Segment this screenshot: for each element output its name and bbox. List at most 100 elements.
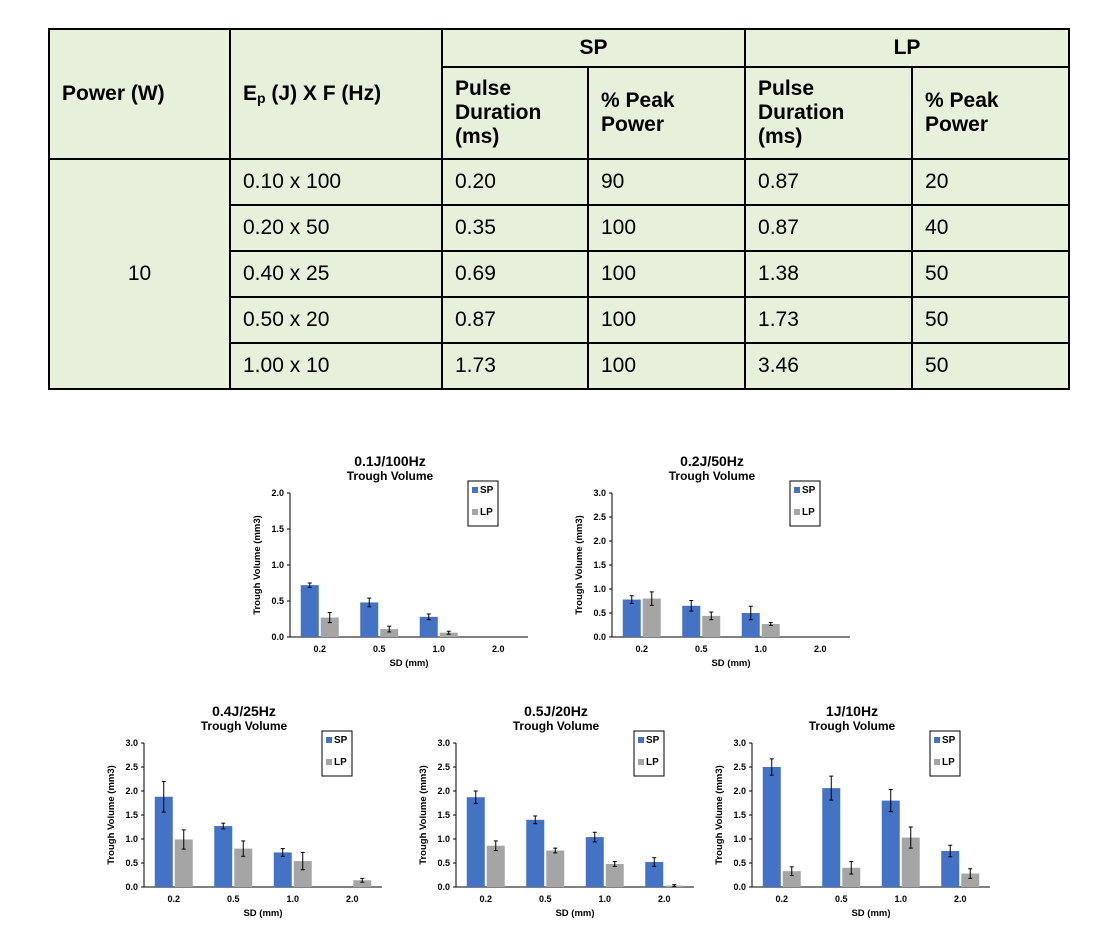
x-tick-label: 0.5 [695,644,708,654]
y-tick-label: 3.0 [733,738,746,748]
x-tick-label: 0.2 [313,644,326,654]
legend-swatch-sp [326,737,332,743]
bar-sp-0.5 [526,819,545,887]
bar-lp-1.0 [901,837,920,887]
x-axis-label: SD (mm) [243,908,282,919]
y-tick-label: 2.5 [125,762,138,772]
sp-peak-cell: 100 [586,204,747,252]
x-tick-label: 2.0 [492,644,505,654]
y-tick-label: 0.0 [593,632,606,642]
lp-pulse-cell: 3.46 [744,342,914,390]
x-tick-label: 0.5 [373,644,386,654]
y-tick-label: 1.5 [437,810,450,820]
lp-pulse-duration-header: Pulse Duration (ms) [744,66,914,160]
lp-pulse-cell: 0.87 [744,204,914,252]
lp-peak-cell: 50 [911,250,1071,298]
y-tick-label: 3.0 [437,738,450,748]
x-tick-label: 1.0 [432,644,445,654]
y-axis-label: Trough Volume (mm3) [574,515,585,615]
legend-label-sp: SP [334,735,348,746]
legend-swatch-sp [472,487,478,493]
bar-sp-1.0 [585,837,604,887]
bar-sp-0.5 [822,788,841,887]
bar-lp-0.2 [320,617,339,637]
x-axis-label: SD (mm) [851,908,890,919]
bar-sp-1.0 [881,800,900,887]
chart-title: 0.1J/100Hz [354,453,426,469]
bar-lp-0.5 [380,629,399,637]
legend-label-sp: SP [942,735,956,746]
legend-label-sp: SP [802,485,816,496]
y-axis-label: Trough Volume (mm3) [714,765,725,865]
legend-swatch-lp [794,509,800,515]
y-tick-label: 1.5 [271,524,284,534]
sp-peak-cell: 100 [586,250,747,298]
sp-pulse-cell: 0.20 [441,158,589,206]
legend-swatch-lp [472,509,478,515]
chart-title: 0.4J/25Hz [212,703,276,719]
sp-pulse-cell: 0.87 [441,296,589,344]
y-tick-label: 2.0 [125,786,138,796]
bar-lp-1.0 [293,861,312,887]
legend-label-lp: LP [646,757,659,768]
y-tick-label: 3.0 [593,488,606,498]
x-tick-label: 0.2 [635,644,648,654]
y-axis-label: Trough Volume (mm3) [418,765,429,865]
y-tick-label: 1.0 [271,560,284,570]
sp-peak-cell: 100 [586,342,747,390]
y-tick-label: 3.0 [125,738,138,748]
y-tick-label: 0.0 [271,632,284,642]
ep-cell: 0.10 x 100 [229,158,443,206]
y-tick-label: 0.5 [593,608,606,618]
bar-lp-1.0 [605,863,624,887]
ep-cell: 0.40 x 25 [229,250,443,298]
table-row: 0.20 x 50 0.35 100 0.87 40 [49,204,1071,252]
legend-label-lp: LP [334,757,347,768]
y-axis-label: Trough Volume (mm3) [106,765,117,865]
energy-frequency-header: Ep (J) X F (Hz) [229,28,443,160]
sp-pulse-cell: 0.69 [441,250,589,298]
legend-swatch-lp [934,759,940,765]
table-row: 0.40 x 25 0.69 100 1.38 50 [49,250,1071,298]
chart-subtitle: Trough Volume [809,719,896,733]
x-tick-label: 1.0 [754,644,767,654]
parameters-table: Power (W) Ep (J) X F (Hz) SP LP Pulse Dur… [48,28,1071,390]
bar-lp-0.2 [782,871,801,887]
sp-peak-cell: 100 [586,296,747,344]
bar-sp-0.5 [360,602,379,637]
y-tick-label: 1.5 [733,810,746,820]
lp-peak-cell: 50 [911,296,1071,344]
bar-sp-1.0 [419,616,438,637]
legend-swatch-sp [934,737,940,743]
chart-subtitle: Trough Volume [201,719,288,733]
bar-lp-2.0 [961,873,980,887]
legend-label-sp: SP [646,735,660,746]
legend-swatch-sp [638,737,644,743]
ep-subscript: p [257,90,266,106]
table-row: 10 0.10 x 100 0.20 90 0.87 20 [48,158,1071,390]
table-header-row: Power (W) Ep (J) X F (Hz) SP LP [48,28,1071,160]
y-tick-label: 1.0 [593,584,606,594]
bar-lp-1.0 [439,632,458,637]
legend-label-sp: SP [480,485,494,496]
x-axis-label: SD (mm) [555,908,594,919]
bar-lp-0.2 [642,598,661,637]
chart-subtitle: Trough Volume [513,719,600,733]
x-tick-label: 2.0 [346,894,359,904]
lp-pulse-cell: 0.87 [744,158,914,206]
lp-peak-cell: 20 [911,158,1071,206]
y-tick-label: 2.0 [593,536,606,546]
bar-sp-0.2 [154,796,173,887]
bar-lp-0.5 [702,615,721,637]
bar-sp-0.5 [214,826,233,887]
x-tick-label: 2.0 [814,644,827,654]
x-tick-label: 0.5 [835,894,848,904]
y-tick-label: 2.5 [437,762,450,772]
x-tick-label: 2.0 [954,894,967,904]
y-axis-label: Trough Volume (mm3) [252,515,263,615]
bar-sp-2.0 [941,851,960,887]
lp-peak-power-header: % Peak Power [911,66,1071,160]
